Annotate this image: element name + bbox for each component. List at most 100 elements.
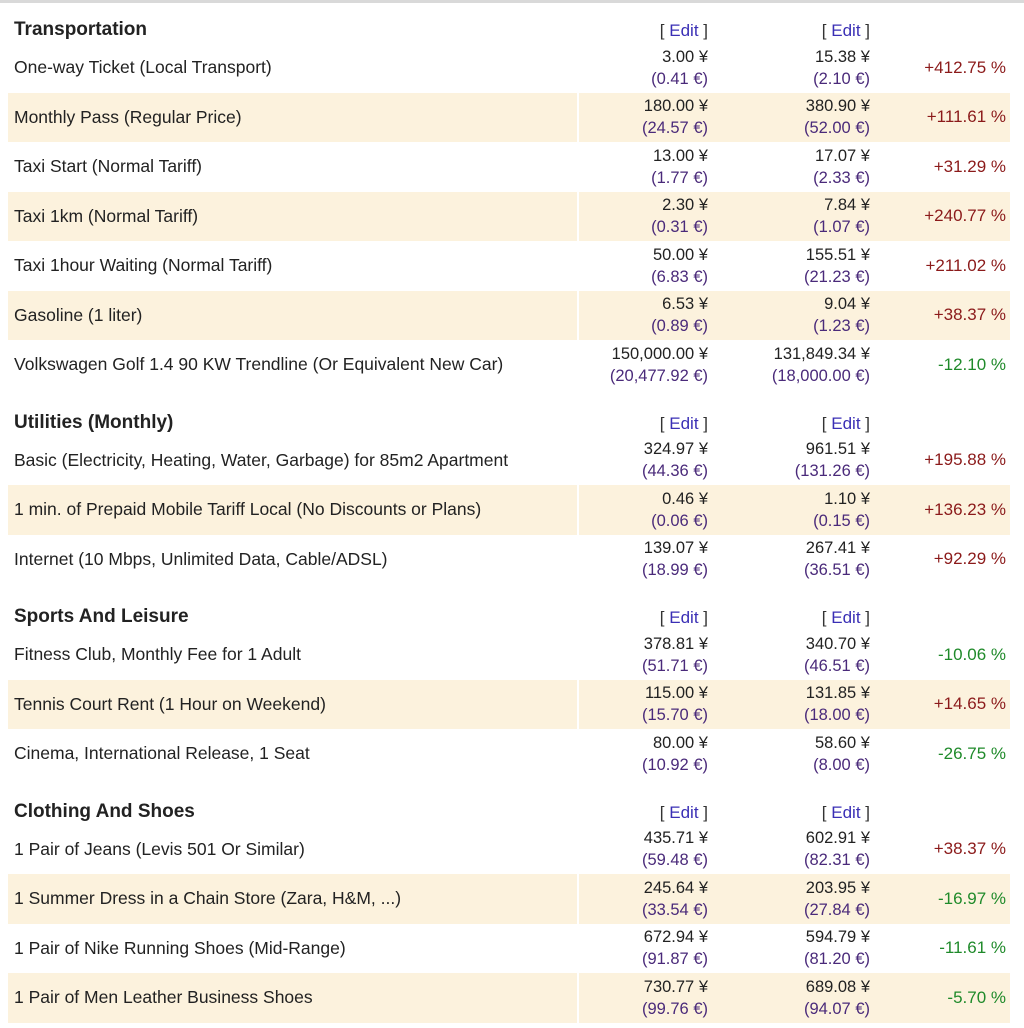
- item-label: 1 min. of Prepaid Mobile Tariff Local (N…: [8, 485, 578, 535]
- difference-percent: +136.23 %: [870, 485, 1010, 535]
- difference-percent: +38.37 %: [933, 839, 1006, 859]
- price-yen: 324.97 ¥: [643, 440, 708, 459]
- edit-link[interactable]: Edit: [831, 608, 861, 627]
- edit-link-city-1[interactable]: [ Edit ]: [659, 413, 708, 433]
- table-row: 1 Pair of Nike Running Shoes (Mid-Range)…: [8, 923, 1010, 973]
- table-row: Cinema, International Release, 1 Seat 80.…: [8, 729, 1010, 779]
- price-city-2: 961.51 ¥ (131.26 €): [708, 436, 870, 486]
- difference-percent: +14.65 %: [870, 679, 1010, 729]
- price-eur: (94.07 €): [803, 999, 870, 1018]
- price-yen: 0.46 ¥: [662, 489, 708, 508]
- section-title: Clothing And Shoes: [14, 800, 195, 822]
- edit-link[interactable]: Edit: [831, 802, 861, 822]
- edit-link-city-2[interactable]: [ Edit ]: [821, 413, 870, 433]
- difference-percent: -10.06 %: [937, 644, 1006, 664]
- edit-link[interactable]: Edit: [831, 413, 861, 433]
- table-row: Internet (10 Mbps, Unlimited Data, Cable…: [8, 534, 1010, 584]
- price-yen: 378.81 ¥: [643, 634, 708, 653]
- price-yen: 180.00 ¥: [643, 97, 708, 116]
- price-eur: (18.00 €): [803, 706, 870, 725]
- price-city-1: 435.71 ¥ (59.48 €): [577, 824, 708, 874]
- price-city-1: 3.00 ¥ (0.41 €): [577, 43, 708, 93]
- difference-percent: +240.77 %: [870, 191, 1010, 241]
- price-city-1: 0.46 ¥ (0.06 €): [577, 485, 708, 535]
- price-city-1: 245.64 ¥ (33.54 €): [577, 874, 708, 924]
- table-row: Taxi 1hour Waiting (Normal Tariff) 50.00 …: [8, 241, 1010, 291]
- item-label: Gasoline (1 liter): [8, 290, 578, 340]
- price-eur: (131.26 €): [794, 462, 870, 481]
- difference-percent: -11.61 %: [939, 938, 1006, 958]
- table-row: 1 Pair of Men Leather Business Shoes 730.…: [8, 973, 1010, 1023]
- price-yen: 139.07 ¥: [643, 539, 708, 558]
- price-yen: 203.95 ¥: [805, 878, 870, 897]
- item-label: Internet (10 Mbps, Unlimited Data, Cable…: [14, 548, 388, 569]
- section-title: Sports And Leisure: [14, 606, 189, 627]
- edit-link[interactable]: Edit: [669, 413, 699, 433]
- table-row: Taxi Start (Normal Tariff) 13.00 ¥ (1.77 €…: [8, 142, 1010, 192]
- price-city-1: 672.94 ¥ (91.87 €): [577, 923, 708, 973]
- edit-link-city-2[interactable]: [ Edit ]: [821, 21, 870, 40]
- item-label: 1 Pair of Jeans (Levis 501 Or Similar): [14, 838, 305, 859]
- price-city-2: 155.51 ¥ (21.23 €): [708, 241, 870, 291]
- item-label: Basic (Electricity, Heating, Water, Garb…: [14, 449, 509, 470]
- price-yen: 602.91 ¥: [805, 829, 870, 848]
- edit-link[interactable]: Edit: [669, 802, 699, 822]
- price-yen: 58.60 ¥: [814, 733, 870, 752]
- price-yen: 150,000.00 ¥: [611, 344, 708, 363]
- difference-percent: -16.97 %: [870, 874, 1010, 924]
- price-yen: 672.94 ¥: [643, 928, 708, 947]
- difference-percent: +412.75 %: [924, 57, 1006, 77]
- table-row: Tennis Court Rent (1 Hour on Weekend) 115…: [8, 679, 1010, 729]
- price-eur: (18.99 €): [641, 561, 708, 580]
- edit-link-city-1[interactable]: [ Edit ]: [659, 608, 708, 627]
- price-yen: 15.38 ¥: [814, 47, 870, 66]
- difference-percent: -5.70 %: [870, 973, 1010, 1023]
- edit-link-city-1[interactable]: [ Edit ]: [659, 802, 708, 822]
- price-city-2: 602.91 ¥ (82.31 €): [708, 825, 870, 875]
- cost-comparison-table: Transportation [ Edit ] [ Edit ] One-way Ti…: [8, 3, 1011, 1023]
- price-yen: 155.51 ¥: [805, 245, 870, 264]
- price-city-1: 2.30 ¥ (0.31 €): [577, 191, 708, 241]
- difference-percent: +211.02 %: [925, 255, 1006, 275]
- price-city-2: 15.38 ¥ (2.10 €): [708, 43, 870, 93]
- price-eur: (44.36 €): [641, 462, 708, 481]
- edit-link[interactable]: Edit: [669, 21, 699, 40]
- item-label: Volkswagen Golf 1.4 90 KW Trendline (Or …: [14, 354, 504, 375]
- price-city-2: 1.10 ¥ (0.15 €): [708, 485, 870, 535]
- price-eur: (6.83 €): [651, 267, 708, 286]
- section-title: Utilities (Monthly): [14, 411, 174, 433]
- edit-link[interactable]: Edit: [831, 21, 861, 40]
- item-label: Tennis Court Rent (1 Hour on Weekend): [8, 679, 578, 729]
- edit-link-city-1[interactable]: [ Edit ]: [659, 21, 708, 40]
- price-eur: (2.10 €): [813, 69, 870, 88]
- price-eur: (21.23 €): [803, 267, 870, 286]
- table-row: Gasoline (1 liter) 6.53 ¥ (0.89 €) 9.04 ¥ (1…: [8, 290, 1010, 340]
- price-eur: (0.41 €): [651, 69, 708, 88]
- price-yen: 380.90 ¥: [805, 97, 870, 116]
- price-city-1: 180.00 ¥ (24.57 €): [577, 92, 708, 142]
- price-city-2: 17.07 ¥ (2.33 €): [708, 142, 870, 192]
- price-yen: 245.64 ¥: [643, 878, 708, 897]
- difference-percent: -26.75 %: [937, 743, 1006, 763]
- item-label: Monthly Pass (Regular Price): [8, 92, 578, 142]
- edit-link-city-2[interactable]: [ Edit ]: [821, 608, 870, 627]
- price-eur: (0.31 €): [651, 218, 708, 237]
- price-city-2: 58.60 ¥ (8.00 €): [708, 729, 870, 779]
- price-eur: (18,000.00 €): [771, 366, 870, 385]
- difference-percent: +195.88 %: [924, 450, 1006, 470]
- price-eur: (82.31 €): [803, 851, 870, 870]
- edit-link[interactable]: Edit: [669, 608, 699, 627]
- price-eur: (1.77 €): [651, 168, 708, 187]
- price-eur: (0.15 €): [813, 511, 870, 530]
- section-header: Transportation [ Edit ] [ Edit ]: [8, 3, 1010, 43]
- section-header: Sports And Leisure [ Edit ] [ Edit ]: [8, 584, 1010, 630]
- edit-link-city-2[interactable]: [ Edit ]: [821, 802, 870, 822]
- price-eur: (27.84 €): [803, 900, 870, 919]
- price-city-1: 13.00 ¥ (1.77 €): [577, 142, 708, 192]
- price-eur: (2.33 €): [813, 168, 870, 187]
- price-yen: 7.84 ¥: [824, 196, 870, 215]
- price-yen: 131,849.34 ¥: [773, 344, 870, 363]
- price-city-1: 6.53 ¥ (0.89 €): [577, 290, 708, 340]
- item-label: 1 Pair of Men Leather Business Shoes: [8, 973, 578, 1023]
- price-yen: 13.00 ¥: [652, 146, 708, 165]
